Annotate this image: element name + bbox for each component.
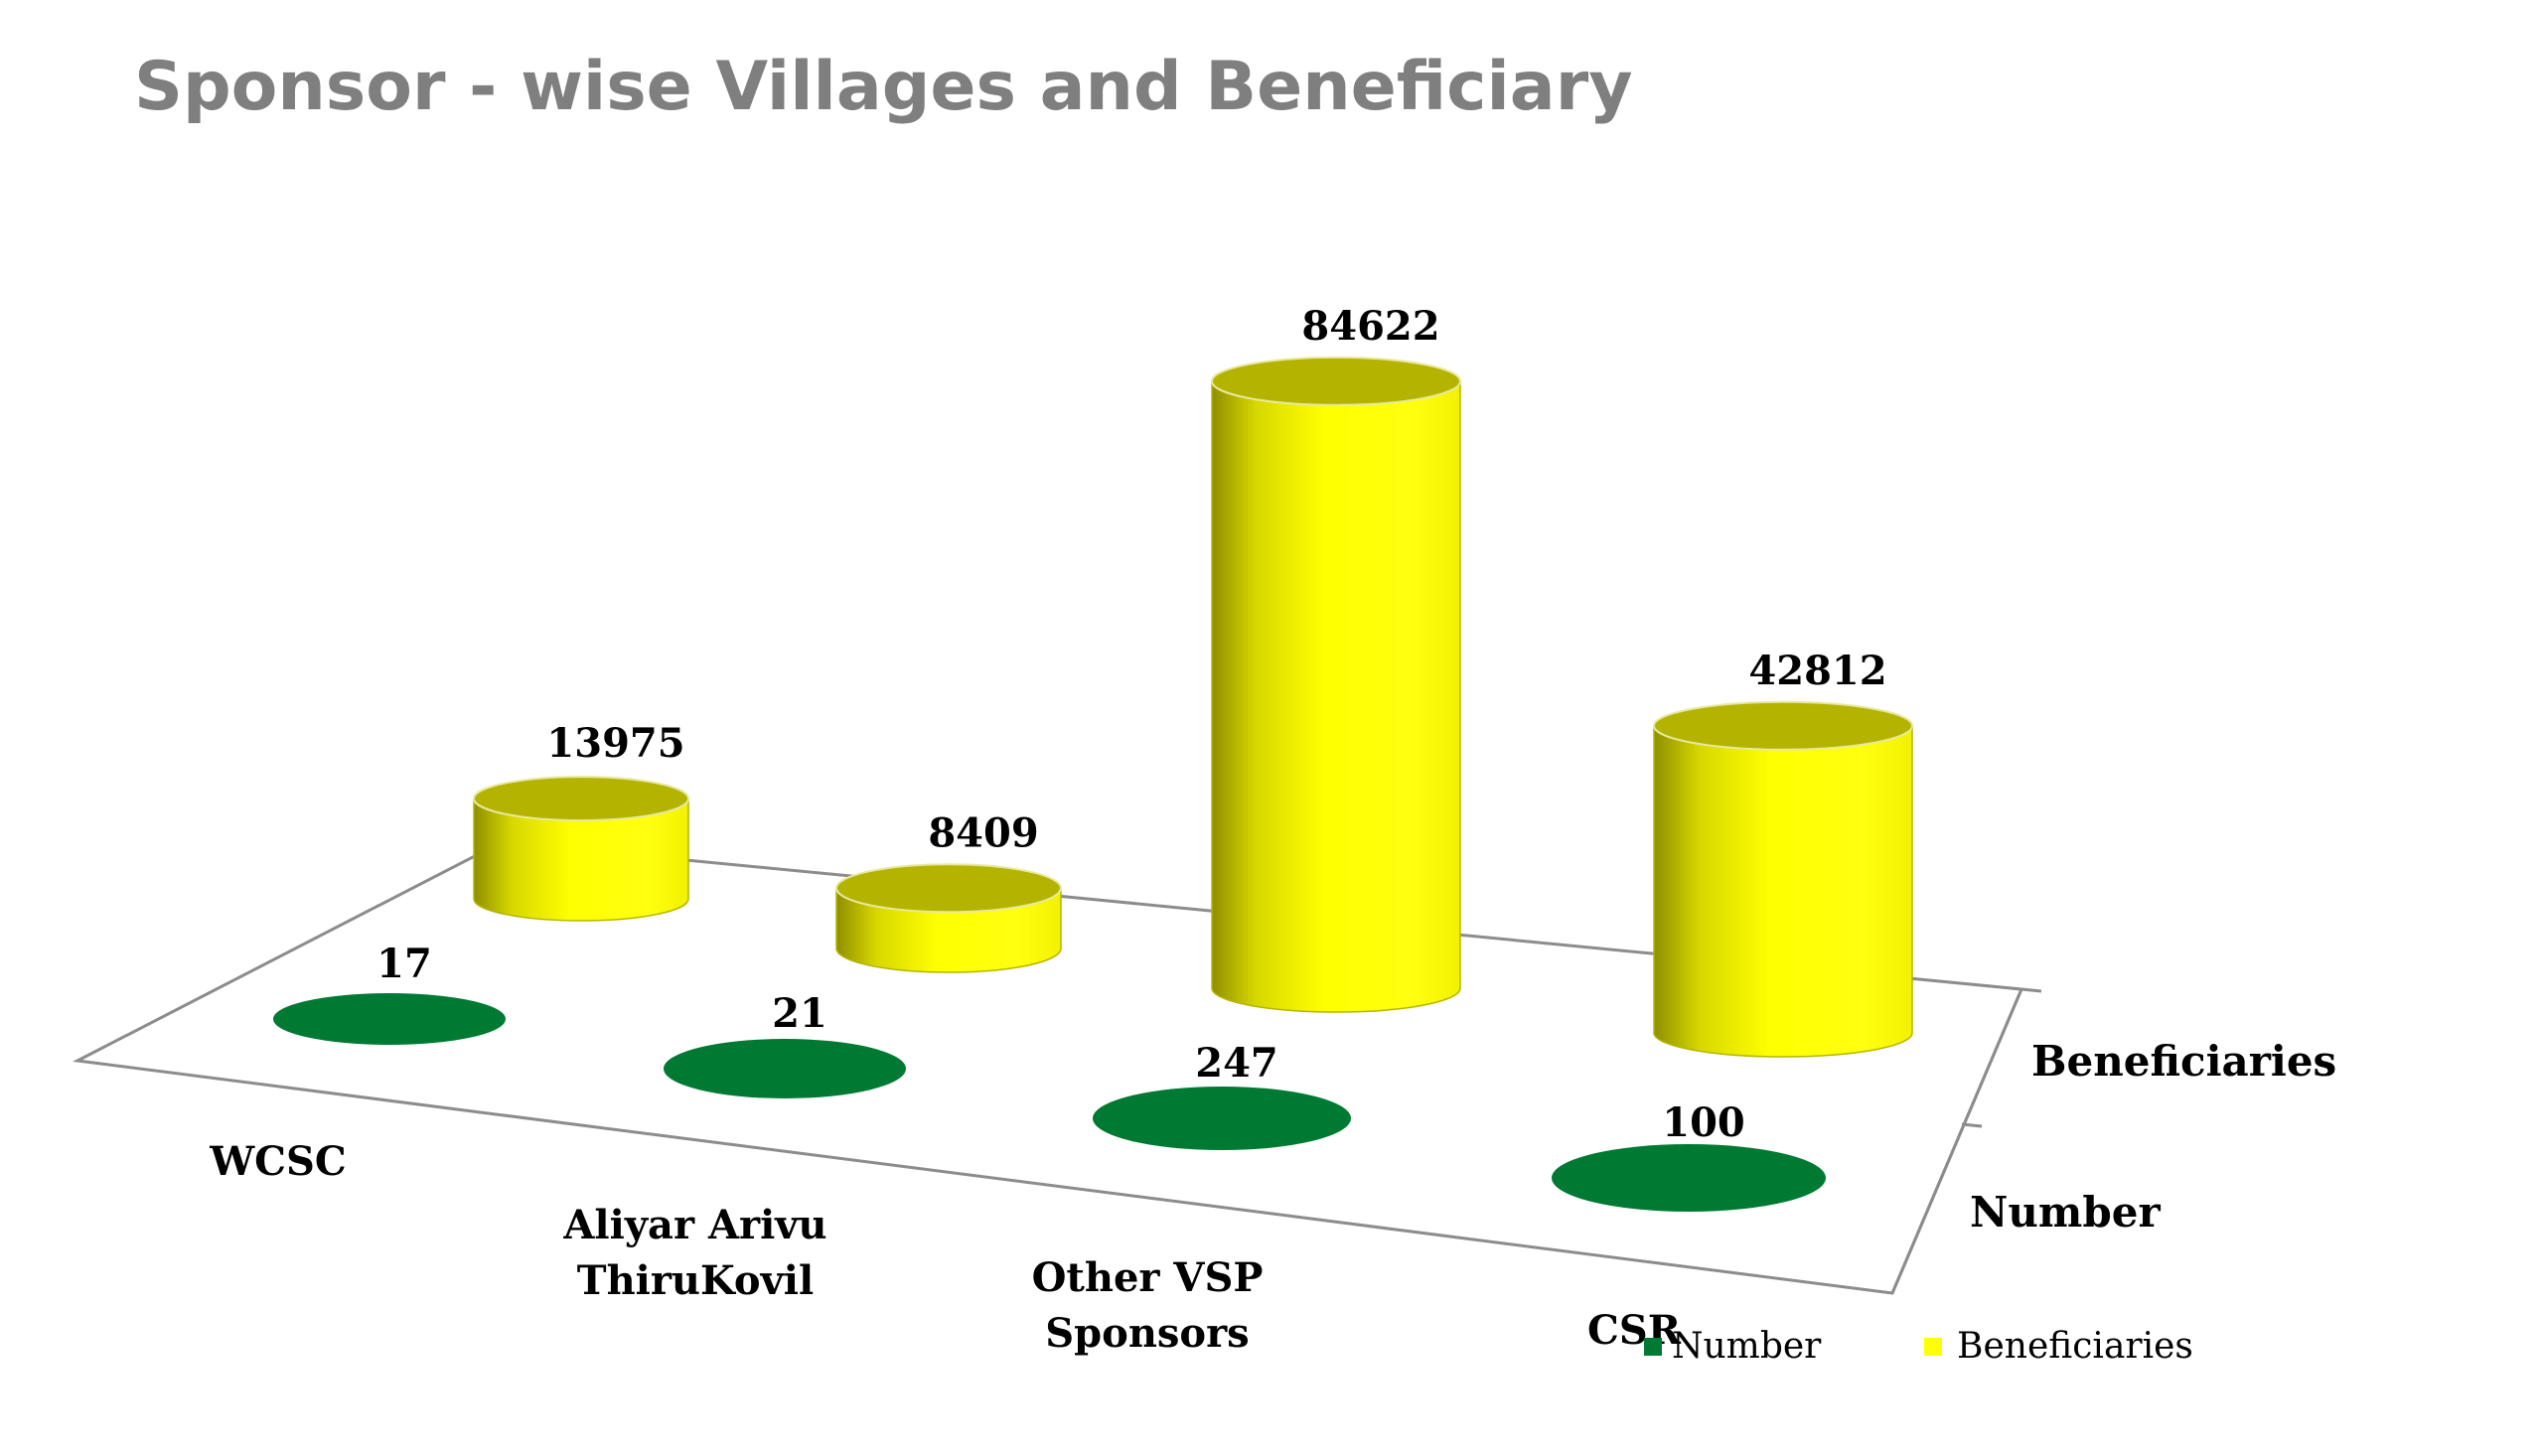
depth-label-number: Number [1970,1188,2161,1237]
number-label-1: 17 [376,941,432,987]
beneficiaries-bar-4 [1653,700,1913,1058]
beneficiaries-bar-1 [473,776,689,922]
number-mark-4 [1552,1144,1826,1212]
number-label-4: 100 [1662,1099,1745,1146]
depth-axis [1890,988,2023,1294]
depth-label-beneficiaries: Beneficiaries [2031,1037,2336,1086]
depth-tick [2020,987,2042,993]
beneficiaries-label-4: 42812 [1748,648,1886,694]
legend-label-2: Beneficiaries [1957,1326,2193,1367]
number-mark-2 [664,1039,906,1098]
chart-title: Sponsor - wise Villages and Beneficiary [134,48,1633,126]
beneficiaries-label-2: 8409 [928,809,1038,856]
number-mark-1 [273,993,506,1045]
beneficiaries-bar-3 [1211,356,1461,1013]
legend-label-1: Number [1672,1326,1822,1367]
beneficiaries-label-3: 84622 [1301,303,1439,350]
legend-swatch-2 [1924,1338,1942,1356]
legend-swatch-1 [1644,1338,1662,1356]
depth-tick [1961,1122,1983,1128]
category-label-3: Other VSP Sponsors [1032,1254,1264,1357]
beneficiaries-label-1: 13975 [546,720,684,767]
category-label-1: WCSC [209,1138,346,1185]
beneficiaries-bar-2 [835,863,1062,973]
number-label-2: 21 [772,990,827,1037]
category-label-4: CSR [1587,1307,1682,1354]
number-mark-3 [1093,1087,1351,1150]
number-label-3: 247 [1195,1040,1278,1087]
category-label-2: Aliyar Arivu ThiruKovil [562,1202,826,1304]
